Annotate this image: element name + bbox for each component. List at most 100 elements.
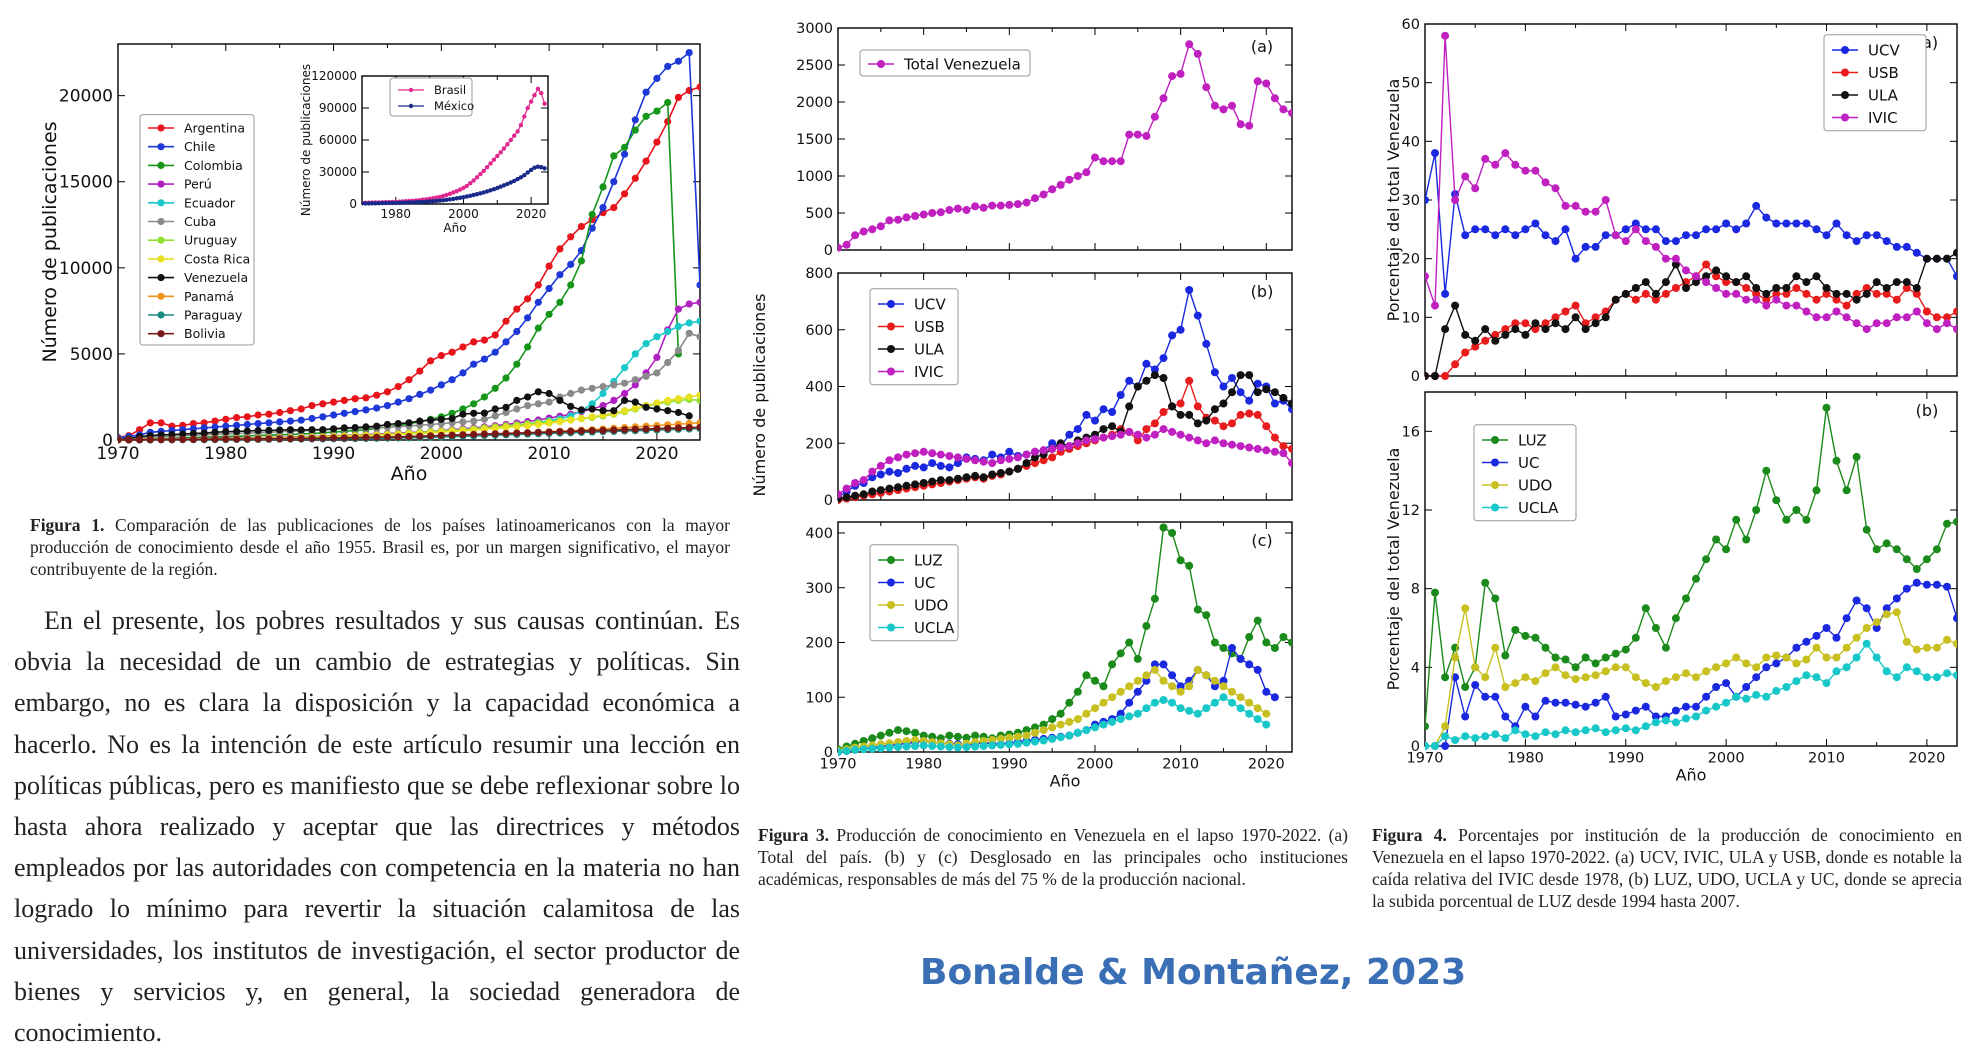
fig1-main-point-chile (556, 271, 564, 279)
fig4a-point-ula (1481, 325, 1490, 334)
fig3c-point-udo (1099, 698, 1108, 707)
fig3a-y-tick-label: 1500 (796, 132, 833, 148)
fig4b-point-luz (1641, 604, 1650, 613)
fig3a-point-total-venezuela (876, 222, 885, 231)
fig1-main-point-costa-rica (491, 424, 499, 432)
fig3b-point-ucv (1142, 359, 1151, 368)
fig3c-point-ucla (1253, 715, 1262, 724)
fig3c-point-luz (1288, 638, 1292, 647)
fig4a-point-ula (1882, 284, 1891, 292)
fig3c-point-uc (1142, 676, 1151, 685)
fig3b-point-ivic (1193, 436, 1202, 445)
fig4a-point-usb (1441, 372, 1450, 380)
fig1-main-point-bolivia (200, 435, 208, 443)
fig4a-point-ivic (1591, 207, 1600, 216)
fig4a-point-ucv (1862, 231, 1871, 240)
fig1-main-point-argentina (265, 410, 273, 418)
fig1-main-point-bolivia (416, 432, 424, 440)
fig1-main-point-bolivia (330, 434, 338, 442)
fig3b-point-ivic (1133, 430, 1142, 439)
fig3c-point-ucla (928, 742, 937, 750)
fig1-inset-point-brasil (464, 183, 469, 189)
fig4b-point-uc (1792, 643, 1801, 652)
fig3c-point-luz (911, 728, 920, 737)
fig1-main-point-cuba (631, 376, 639, 384)
fig3c-legend-marker (887, 556, 895, 564)
fig4b-point-luz (1732, 515, 1741, 524)
fig1-main-point-bolivia (125, 436, 133, 444)
fig4a-point-ula (1812, 272, 1821, 281)
fig3b-point-ula (1176, 410, 1185, 419)
fig3b-legend-marker (887, 300, 895, 308)
fig1-main-point-bolivia (308, 434, 316, 442)
fig4a-point-ivic (1712, 284, 1721, 292)
fig3b-point-usb (1133, 436, 1142, 445)
fig1-inset-point-brasil (441, 193, 446, 199)
fig3c-point-luz (1210, 638, 1219, 647)
fig4a-point-usb (1842, 301, 1851, 310)
fig3c-point-ucla (1116, 715, 1125, 724)
fig3c-point-luz (868, 734, 877, 743)
fig1-main-point-venezuela (653, 405, 661, 413)
fig3b-point-ivic (842, 484, 851, 493)
fig3b-point-ivic (1065, 442, 1074, 451)
fig4b-point-uc (1591, 698, 1600, 707)
fig1-main-point-cuba (577, 386, 586, 394)
fig4a-point-ula (1581, 325, 1590, 334)
fig3c-point-udo (1150, 665, 1159, 674)
fig1-main-x-tick-label: 1990 (312, 444, 355, 464)
fig4b-point-luz (1882, 539, 1891, 548)
fig1-inset-point-brasil (468, 181, 473, 186)
fig4a-point-ivic (1882, 319, 1891, 328)
fig4b-point-ucla (1501, 734, 1510, 743)
fig4b-point-udo (1671, 673, 1680, 682)
fig1-main-point-ecuador (642, 340, 650, 348)
fig3c-point-luz (1159, 523, 1168, 532)
fig3c-point-udo (1262, 709, 1271, 718)
fig4b-point-udo (1531, 677, 1540, 686)
fig4a-point-ula (1792, 272, 1801, 281)
fig3c-legend-marker (887, 623, 895, 632)
fig4a-point-usb (1922, 307, 1931, 316)
fig4b-point-uc (1692, 702, 1700, 711)
fig4a-point-ula (1682, 284, 1690, 292)
fig3b-point-usb (1219, 422, 1228, 431)
fig1-inset-point-mexico (474, 192, 480, 197)
fig3c-point-ucla (1082, 726, 1091, 735)
fig4b-point-luz (1441, 673, 1450, 682)
fig1-main-point-colombia (480, 393, 488, 401)
fig3c-point-udo (902, 737, 911, 745)
fig4a-y-tick-label: 0 (1411, 369, 1420, 385)
fig4a-point-ivic (1671, 254, 1680, 263)
fig4a-point-ula (1782, 284, 1791, 292)
fig4b-point-ucla (1631, 726, 1640, 735)
fig4a-point-ucv (1953, 272, 1957, 281)
figure-4-caption: Figura 4. Porcentajes por institución de… (1372, 824, 1962, 912)
fig4a-point-ivic (1892, 313, 1901, 322)
fig1-main-y-tick-label: 5000 (70, 345, 113, 365)
fig4a-point-ula (1651, 289, 1660, 298)
fig1-main-point-argentina (674, 93, 683, 101)
fig1-main-point-peru (621, 389, 629, 398)
fig3c-point-ucla (1005, 740, 1014, 749)
fig3b-point-ivic (885, 456, 894, 465)
fig3b-point-ucv (1048, 439, 1057, 448)
fig4a-point-ula (1822, 284, 1831, 292)
fig3c-point-luz (1125, 638, 1134, 647)
fig4b-point-ucla (1425, 742, 1429, 750)
fig1-main-point-bolivia (254, 435, 262, 443)
fig4b-point-luz (1832, 456, 1841, 465)
fig4a-point-ula (1531, 319, 1540, 328)
fig4b-point-udo (1641, 679, 1650, 688)
fig3b-point-ucv (868, 473, 877, 482)
fig3b-point-ula (1031, 453, 1039, 462)
fig1-main-point-venezuela (502, 403, 510, 411)
fig3b-point-ivic (1288, 459, 1292, 468)
fig1-main-point-bolivia (265, 435, 273, 443)
fig4a-point-usb (1772, 289, 1781, 298)
fig1-main-point-chile (513, 327, 521, 336)
fig1-main-point-bolivia (664, 424, 672, 432)
fig3a-point-total-venezuela (885, 216, 894, 225)
fig3c-point-ucla (945, 743, 954, 752)
fig3a-point-total-venezuela (928, 209, 937, 217)
